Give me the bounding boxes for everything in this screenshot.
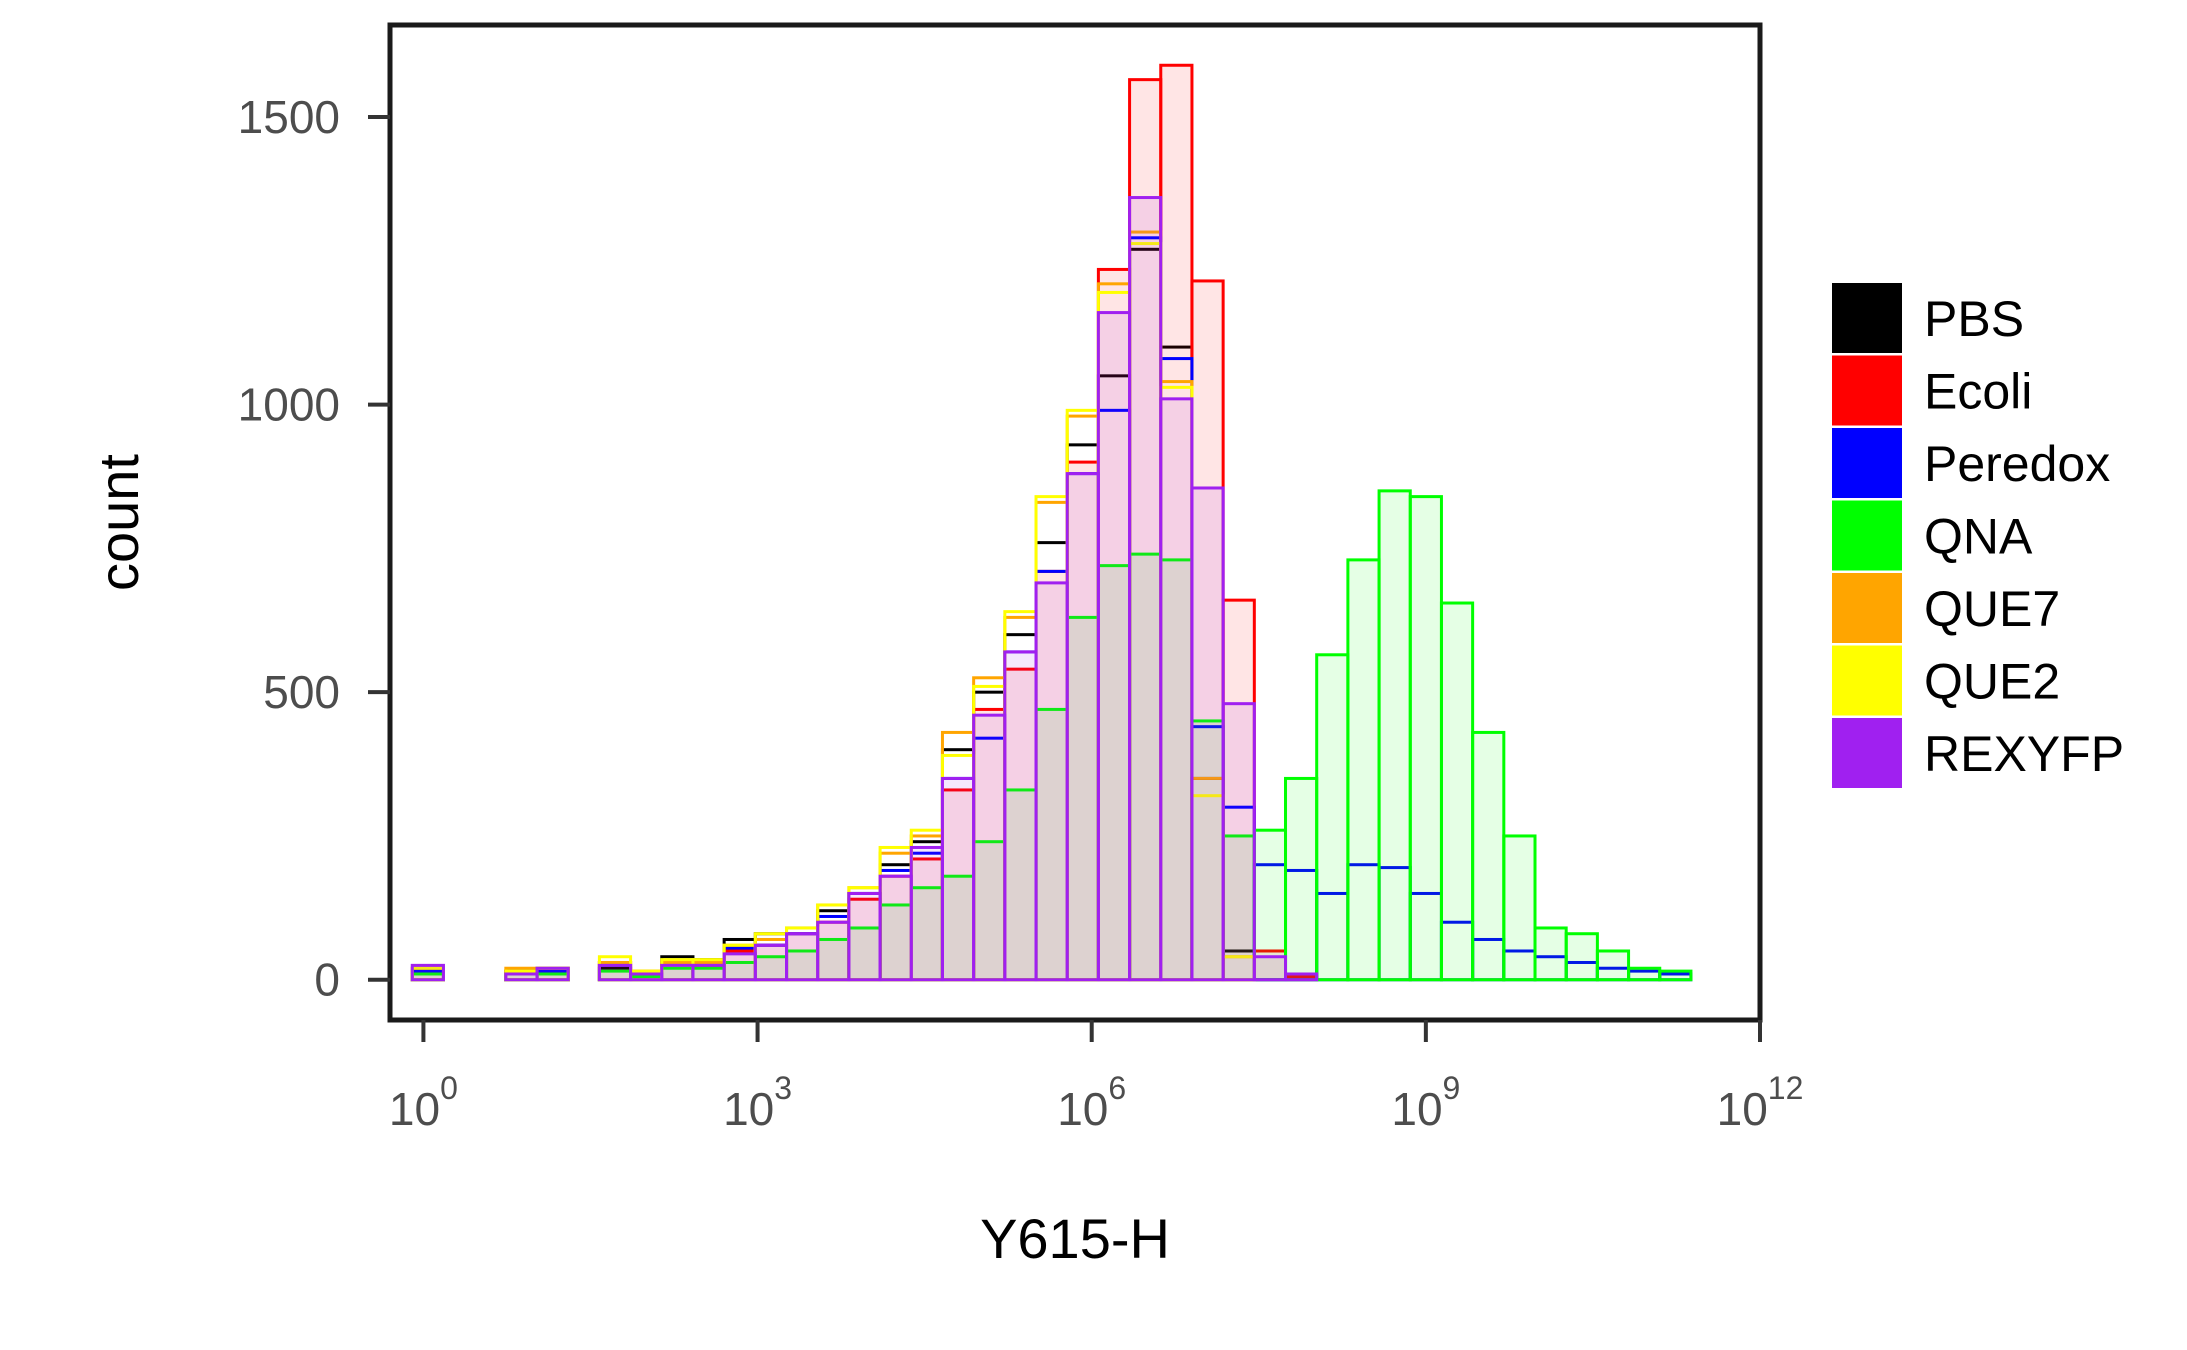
legend-key-ecoli <box>1832 355 1902 426</box>
legend: PBS Ecoli Peredox QNA QUE7 QUE2 REXYFP <box>1832 283 2124 788</box>
bar-rexyfp-4 <box>535 966 570 982</box>
legend-label-qna: QNA <box>1924 509 2033 565</box>
bar-rexyfp-7 <box>629 972 664 982</box>
bar-rexyfp-25 <box>1190 486 1225 982</box>
y-tick-label: 500 <box>263 666 340 718</box>
bar-qna-16 <box>909 886 944 982</box>
plot-panel-border <box>387 22 1763 1023</box>
bar-rexyfp-6 <box>597 963 633 982</box>
bar-rexyfp-12 <box>785 932 820 982</box>
y-axis-title: count <box>87 454 150 591</box>
bar-qna-29 <box>1315 653 1350 982</box>
legend-label-rexyfp: REXYFP <box>1924 726 2124 782</box>
bar-qna-31 <box>1377 489 1412 982</box>
bar-rexyfp-24 <box>1159 397 1194 982</box>
legend-key-que7 <box>1832 573 1902 643</box>
bar-rexyfp-19 <box>1003 650 1038 982</box>
bar-qna-37 <box>1564 932 1599 982</box>
bar-rexyfp-27 <box>1252 955 1288 982</box>
y-tick-label: 1000 <box>238 379 340 431</box>
legend-key-qna <box>1832 500 1902 571</box>
bar-rexyfp-28 <box>1284 972 1319 982</box>
legend-key-que2 <box>1832 645 1902 716</box>
bar-qna-32 <box>1408 495 1443 982</box>
legend-key-peredox <box>1832 428 1902 498</box>
legend-label-ecoli: Ecoli <box>1924 364 2032 420</box>
bar-rexyfp-26 <box>1221 702 1256 982</box>
bar-rexyfp-22 <box>1096 311 1132 982</box>
bar-rexyfp-15 <box>878 874 913 982</box>
bar-rexyfp-8 <box>660 963 695 982</box>
bar-rexyfp-9 <box>691 963 726 982</box>
bar-rexyfp-14 <box>847 891 882 982</box>
bar-rexyfp-21 <box>1065 472 1100 982</box>
bar-qna-38 <box>1595 949 1631 982</box>
bar-qna-22 <box>1096 564 1132 982</box>
bar-qna-36 <box>1533 926 1568 982</box>
bar-qna-14 <box>847 926 882 982</box>
histogram-bars <box>410 63 1693 982</box>
series-rexyfp <box>410 196 1319 982</box>
y-axis: 0 500 1000 1500 <box>238 91 390 1006</box>
legend-label-pbs: PBS <box>1924 291 2024 347</box>
legend-key-pbs <box>1832 283 1902 353</box>
bar-qna-34 <box>1471 730 1506 982</box>
bar-rexyfp-0 <box>410 963 445 982</box>
bar-ecoli-24 <box>1159 63 1194 982</box>
legend-label-que2: QUE2 <box>1924 654 2060 710</box>
bar-rexyfp-3 <box>504 972 539 982</box>
bar-qna-33 <box>1439 601 1475 982</box>
bar-rexyfp-11 <box>753 943 789 982</box>
bar-qna-25 <box>1190 719 1225 982</box>
bar-rexyfp-18 <box>972 713 1007 982</box>
bar-qna-40 <box>1658 969 1693 982</box>
legend-label-que7: QUE7 <box>1924 581 2060 637</box>
bar-rexyfp-17 <box>940 776 976 982</box>
bar-rexyfp-13 <box>816 920 851 982</box>
bar-rexyfp-23 <box>1128 196 1163 982</box>
bar-qna-30 <box>1346 558 1381 982</box>
series-qna <box>410 489 1693 982</box>
bar-ecoli-19 <box>1003 667 1038 982</box>
y-tick-label: 0 <box>314 954 340 1006</box>
bar-rexyfp-10 <box>722 952 757 982</box>
bar-qna-39 <box>1627 966 1662 982</box>
bar-rexyfp-16 <box>909 845 944 982</box>
legend-key-rexyfp <box>1832 718 1902 788</box>
y-tick-label: 1500 <box>238 91 340 143</box>
bar-rexyfp-20 <box>1034 581 1069 982</box>
x-axis-title: Y615-H <box>980 1207 1170 1270</box>
bar-qna-28 <box>1284 776 1319 982</box>
legend-label-peredox: Peredox <box>1924 436 2110 492</box>
bar-ecoli-23 <box>1128 78 1163 982</box>
bar-qna-35 <box>1502 834 1537 982</box>
bar-ecoli-15 <box>878 874 913 982</box>
